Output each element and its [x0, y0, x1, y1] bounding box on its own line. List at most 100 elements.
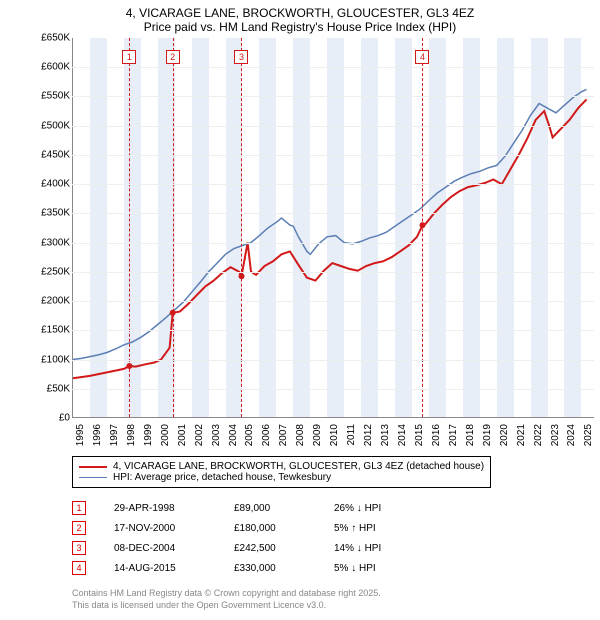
- sales-row: 3 08-DEC-2004£242,50014% ↓ HPI: [72, 538, 590, 558]
- x-tick-label: 2004: [228, 424, 239, 446]
- y-gridline: [72, 301, 594, 302]
- x-tick-label: 2001: [177, 424, 188, 446]
- x-tick-label: 2022: [533, 424, 544, 446]
- y-tick-label: £600K: [34, 62, 70, 73]
- sales-date: 29-APR-1998: [114, 503, 234, 514]
- x-tick-label: 2007: [278, 424, 289, 446]
- y-gridline: [72, 243, 594, 244]
- sales-row-marker: 1: [72, 501, 86, 515]
- sales-row: 2 17-NOV-2000£180,0005% ↑ HPI: [72, 518, 590, 538]
- y-gridline: [72, 96, 594, 97]
- x-tick-label: 1995: [75, 424, 86, 446]
- x-tick-label: 2009: [312, 424, 323, 446]
- sales-row-marker: 2: [72, 521, 86, 535]
- sales-row-marker: 3: [72, 541, 86, 555]
- y-tick-label: £650K: [34, 33, 70, 44]
- y-tick-label: £550K: [34, 91, 70, 102]
- x-tick-label: 1996: [92, 424, 103, 446]
- x-tick-label: 2016: [431, 424, 442, 446]
- sale-marker-box: 3: [234, 50, 248, 64]
- sales-date: 08-DEC-2004: [114, 543, 234, 554]
- y-tick-label: £150K: [34, 325, 70, 336]
- legend-row: HPI: Average price, detached house, Tewk…: [79, 472, 484, 483]
- series-hpi: [73, 89, 587, 359]
- legend: 4, VICARAGE LANE, BROCKWORTH, GLOUCESTER…: [72, 456, 491, 488]
- y-gridline: [72, 330, 594, 331]
- sales-table: 1 29-APR-1998£89,00026% ↓ HPI 2 17-NOV-2000…: [72, 498, 590, 578]
- y-tick-label: £450K: [34, 149, 70, 160]
- y-tick-label: £50K: [34, 383, 70, 394]
- x-tick-label: 2000: [160, 424, 171, 446]
- y-gridline: [72, 360, 594, 361]
- y-tick-label: £400K: [34, 179, 70, 190]
- sale-marker-box: 1: [122, 50, 136, 64]
- x-tick-label: 2023: [550, 424, 561, 446]
- x-tick-label: 2008: [295, 424, 306, 446]
- plot-region: 1 2 3 4: [72, 38, 594, 418]
- y-tick-label: £250K: [34, 266, 70, 277]
- legend-swatch: [79, 466, 107, 468]
- x-tick-label: 2019: [482, 424, 493, 446]
- sales-price: £330,000: [234, 563, 334, 574]
- y-tick-label: £500K: [34, 120, 70, 131]
- title-block: 4, VICARAGE LANE, BROCKWORTH, GLOUCESTER…: [10, 6, 590, 34]
- legend-row: 4, VICARAGE LANE, BROCKWORTH, GLOUCESTER…: [79, 461, 484, 472]
- figure-container: 4, VICARAGE LANE, BROCKWORTH, GLOUCESTER…: [0, 0, 600, 620]
- x-tick-label: 2021: [516, 424, 527, 446]
- sales-row: 414-AUG-2015£330,0005% ↓ HPI: [72, 558, 590, 578]
- y-tick-label: £0: [34, 413, 70, 424]
- y-gridline: [72, 126, 594, 127]
- x-tick-label: 2020: [499, 424, 510, 446]
- y-tick-label: £200K: [34, 296, 70, 307]
- footer-line2: This data is licensed under the Open Gov…: [72, 600, 590, 612]
- sale-marker-box: 2: [166, 50, 180, 64]
- y-tick-label: £100K: [34, 354, 70, 365]
- x-tick-label: 2013: [380, 424, 391, 446]
- x-tick-label: 2010: [329, 424, 340, 446]
- sales-row-marker: 4: [72, 561, 86, 575]
- series-price_paid: [73, 99, 587, 378]
- sales-price: £180,000: [234, 523, 334, 534]
- title-line2: Price paid vs. HM Land Registry's House …: [10, 20, 590, 34]
- sales-delta: 5% ↑ HPI: [334, 523, 434, 534]
- x-tick-label: 2017: [448, 424, 459, 446]
- sales-delta: 26% ↓ HPI: [334, 503, 434, 514]
- x-tick-label: 1997: [109, 424, 120, 446]
- x-tick-label: 2018: [465, 424, 476, 446]
- x-tick-label: 2014: [397, 424, 408, 446]
- y-tick-label: £300K: [34, 237, 70, 248]
- sales-row: 1 29-APR-1998£89,00026% ↓ HPI: [72, 498, 590, 518]
- x-tick-label: 2024: [566, 424, 577, 446]
- y-gridline: [72, 272, 594, 273]
- title-line1: 4, VICARAGE LANE, BROCKWORTH, GLOUCESTER…: [10, 6, 590, 20]
- chart-svg: [73, 38, 595, 418]
- x-tick-label: 2015: [414, 424, 425, 446]
- sales-date: 14-AUG-2015: [114, 563, 234, 574]
- x-tick-label: 2006: [261, 424, 272, 446]
- footer: Contains HM Land Registry data © Crown c…: [72, 588, 590, 611]
- footer-line1: Contains HM Land Registry data © Crown c…: [72, 588, 590, 600]
- x-tick-label: 2025: [583, 424, 594, 446]
- x-tick-label: 2003: [211, 424, 222, 446]
- legend-label: HPI: Average price, detached house, Tewk…: [113, 472, 331, 483]
- x-tick-label: 2012: [363, 424, 374, 446]
- y-gridline: [72, 389, 594, 390]
- x-tick-label: 2002: [194, 424, 205, 446]
- x-tick-label: 2005: [244, 424, 255, 446]
- sales-delta: 14% ↓ HPI: [334, 543, 434, 554]
- y-gridline: [72, 67, 594, 68]
- x-tick-label: 1999: [143, 424, 154, 446]
- y-gridline: [72, 213, 594, 214]
- sales-price: £242,500: [234, 543, 334, 554]
- x-tick-label: 2011: [346, 424, 357, 446]
- sales-price: £89,000: [234, 503, 334, 514]
- sale-marker-box: 4: [415, 50, 429, 64]
- sales-date: 17-NOV-2000: [114, 523, 234, 534]
- chart-area: 1 2 3 4 £0 £50K £100K £150K £200K £250K £300K £350…: [34, 38, 594, 448]
- legend-swatch: [79, 477, 107, 478]
- y-gridline: [72, 184, 594, 185]
- y-gridline: [72, 155, 594, 156]
- x-tick-label: 1998: [126, 424, 137, 446]
- legend-label: 4, VICARAGE LANE, BROCKWORTH, GLOUCESTER…: [113, 461, 484, 472]
- y-tick-label: £350K: [34, 208, 70, 219]
